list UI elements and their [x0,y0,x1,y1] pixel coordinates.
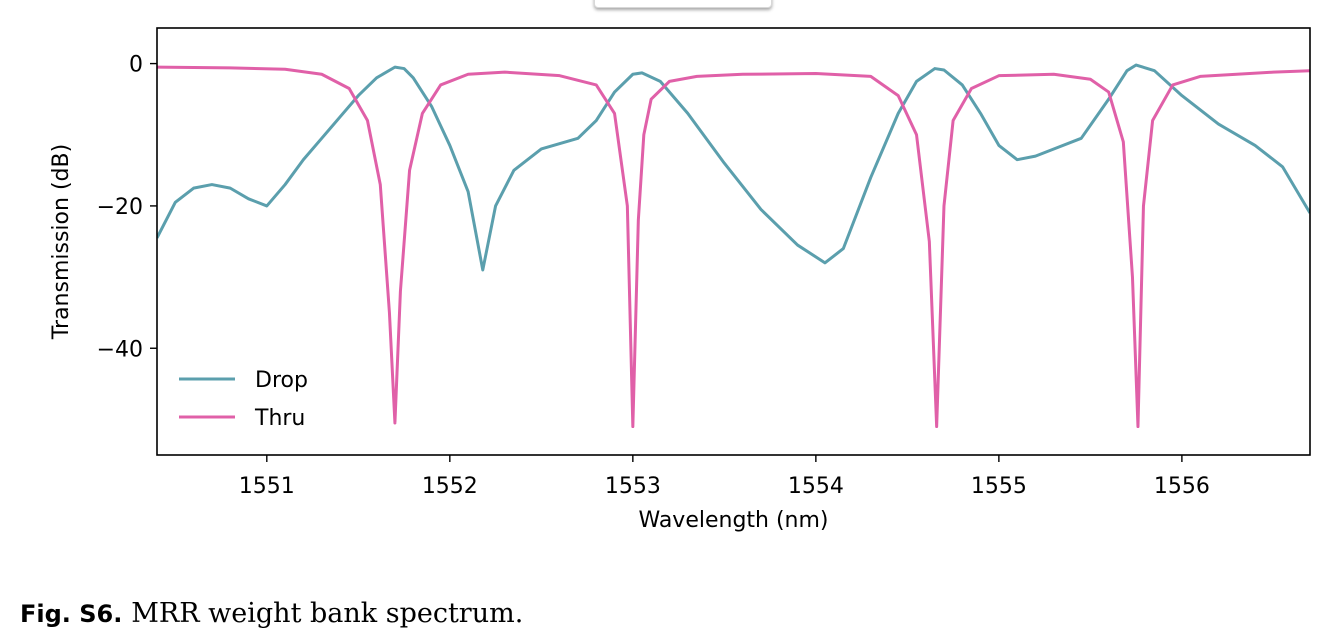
legend: Drop Thru [179,368,308,431]
series-line-drop [157,63,1310,272]
y-tick-label: −20 [97,195,143,220]
legend-label-thru: Thru [254,406,305,431]
caption-text: MRR weight bank spectrum. [131,598,524,629]
y-tick-label: −40 [97,337,143,362]
x-tick-label: 1554 [788,474,844,499]
x-tick-label: 1553 [605,474,661,499]
y-tick-label: 0 [129,53,143,78]
x-tick-label: 1556 [1154,474,1210,499]
x-axis-label: Wavelength (nm) [638,508,828,533]
figure-caption: Fig. S6. MRR weight bank spectrum. [20,596,523,629]
window-tab [594,0,772,8]
caption-label: Fig. S6. [20,600,123,628]
legend-label-drop: Drop [255,368,308,393]
y-axis-ticks: 0 −20 −40 [97,53,157,362]
plot-area-frame [156,27,1311,456]
series-line-thru [157,65,1310,429]
y-axis-label: Transmission (dB) [49,144,74,340]
x-axis-ticks: 1551 1552 1553 1554 1555 1556 [239,455,1210,499]
x-tick-label: 1552 [422,474,478,499]
x-tick-label: 1551 [239,474,295,499]
x-tick-label: 1555 [971,474,1027,499]
series-layer [157,63,1310,429]
